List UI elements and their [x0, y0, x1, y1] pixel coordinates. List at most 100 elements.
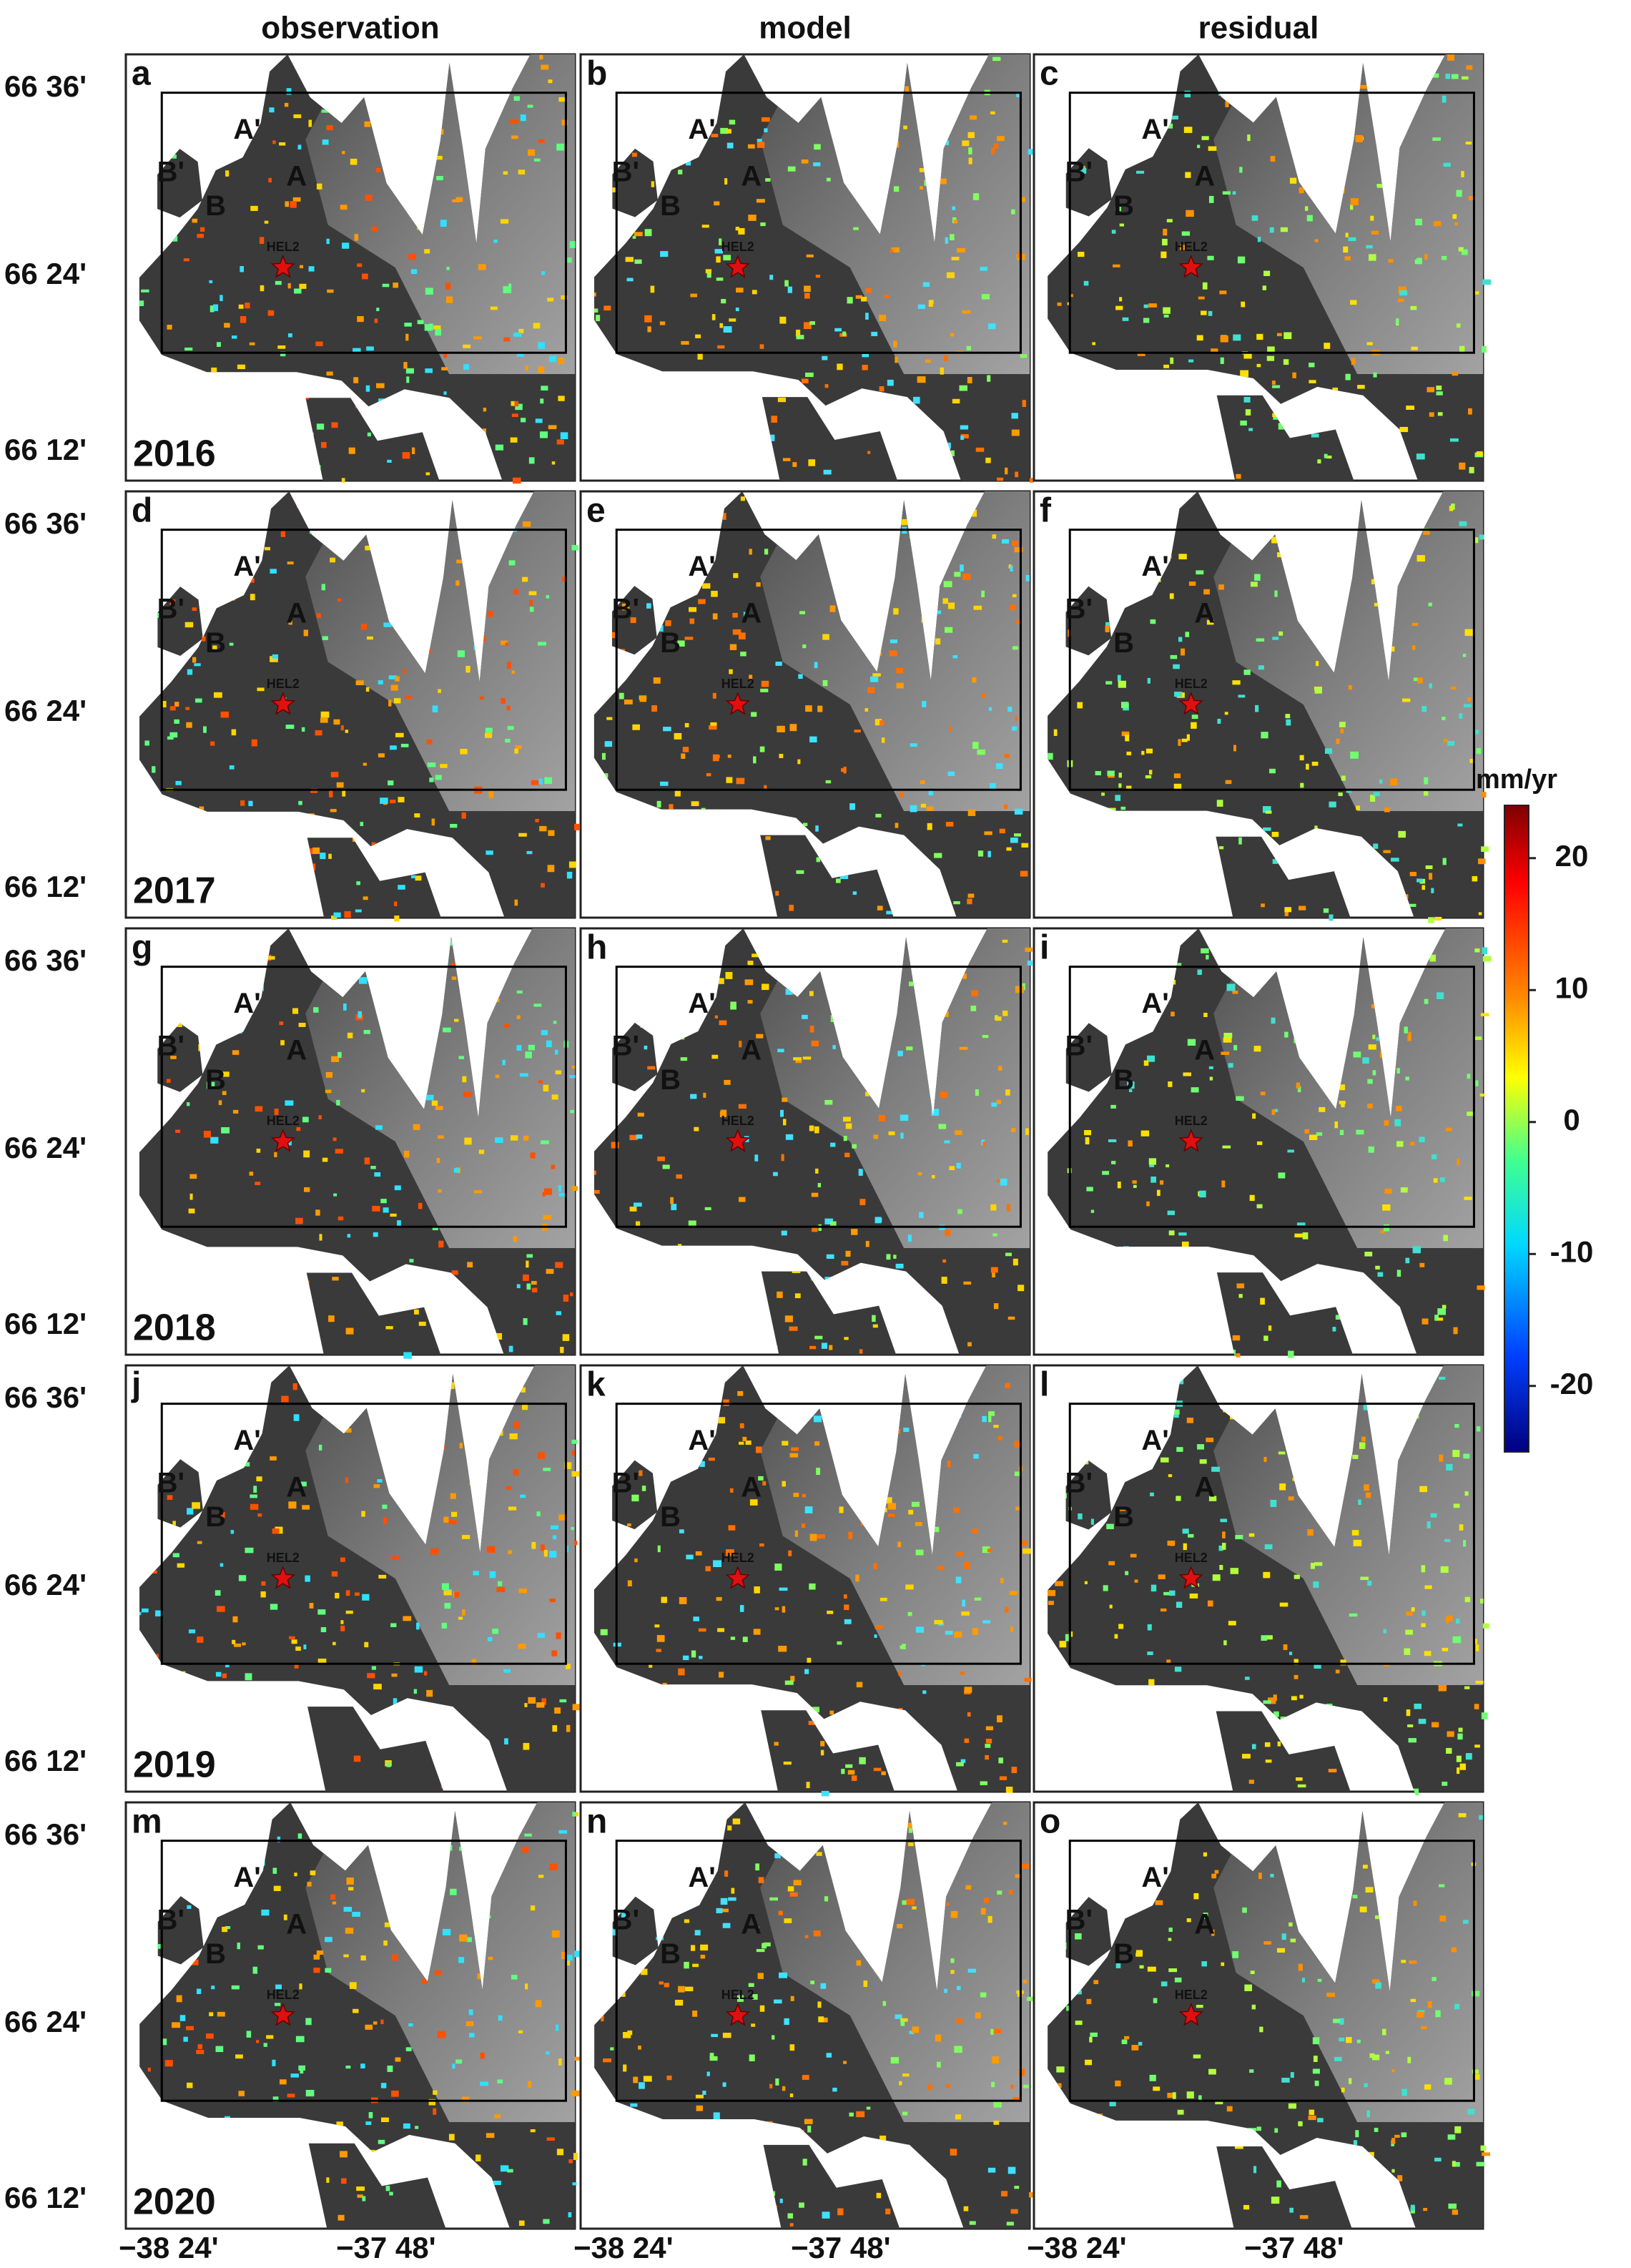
speckle: [371, 842, 376, 847]
speckle: [779, 1109, 784, 1117]
speckle: [1424, 791, 1429, 796]
speckle: [567, 257, 572, 263]
speckle: [511, 1975, 518, 1980]
speckle: [1090, 1209, 1095, 1213]
speckle: [448, 2134, 455, 2141]
speckle: [1429, 954, 1437, 962]
speckle: [1078, 1513, 1083, 1520]
speckle: [777, 725, 785, 732]
relief: [305, 1802, 575, 2122]
speckle: [1147, 1624, 1152, 1631]
speckle: [285, 1100, 294, 1106]
speckle: [526, 1283, 531, 1290]
speckle: [644, 1045, 648, 1050]
speckle: [1109, 1604, 1113, 1609]
speckle: [765, 836, 771, 840]
speckle: [752, 1994, 758, 2000]
speckle: [1441, 255, 1447, 260]
speckle: [1143, 304, 1148, 308]
speckle: [1011, 429, 1020, 436]
speckle: [977, 749, 985, 755]
station-star: [725, 691, 750, 715]
speckle: [610, 632, 616, 639]
speckle: [1324, 453, 1328, 458]
speckle: [1014, 1440, 1020, 1448]
speckle: [405, 333, 409, 341]
speckle: [928, 790, 934, 796]
speckle: [1299, 1694, 1304, 1699]
speckle: [452, 2063, 455, 2069]
speckle: [1048, 752, 1053, 760]
speckle: [769, 2083, 773, 2088]
speckle: [1270, 1873, 1274, 1877]
speckle: [1115, 2080, 1121, 2087]
speckle: [1174, 692, 1183, 697]
map-label: B': [157, 593, 184, 624]
speckle: [1425, 865, 1433, 870]
speckle: [190, 1959, 199, 1965]
speckle: [1014, 808, 1023, 815]
speckle: [378, 680, 383, 684]
speckle: [571, 1526, 574, 1531]
speckle: [1211, 1929, 1215, 1936]
speckle: [1306, 763, 1309, 770]
speckle: [1233, 745, 1237, 752]
speckle: [946, 272, 955, 278]
speckle: [1005, 1787, 1013, 1793]
lon-label: −38 24': [119, 2231, 219, 2264]
speckle: [554, 1049, 558, 1055]
speckle: [1324, 748, 1333, 754]
station-star: [1178, 2002, 1203, 2026]
speckle: [1250, 581, 1258, 587]
speckle: [702, 2091, 706, 2095]
speckle: [1086, 1998, 1092, 2005]
speckle: [790, 1676, 795, 1682]
speckle: [727, 1825, 732, 1831]
speckle: [558, 1514, 566, 1521]
speckle: [210, 1137, 219, 1144]
speckle: [343, 1954, 349, 1958]
speckle: [531, 1287, 538, 1292]
speckle: [1312, 2068, 1320, 2074]
speckle: [331, 1571, 338, 1577]
speckle: [1019, 1540, 1028, 1546]
speckle: [947, 1461, 951, 1468]
speckle: [170, 1056, 177, 1059]
speckle: [944, 627, 953, 633]
speckle: [192, 607, 197, 612]
speckle: [1168, 1928, 1173, 1932]
speckle: [732, 612, 738, 618]
speckle: [374, 1172, 381, 1177]
speckle: [1201, 310, 1207, 315]
speckle: [960, 564, 964, 572]
speckle: [997, 477, 1004, 481]
speckle: [1188, 581, 1196, 586]
speckle: [1431, 888, 1434, 893]
map-label: A: [741, 597, 762, 629]
speckle: [1361, 1436, 1366, 1442]
speckle: [1256, 2126, 1261, 2131]
inset-box: [615, 966, 1022, 1228]
speckle: [1333, 2018, 1340, 2023]
speckle: [889, 650, 897, 657]
speckle: [1158, 1574, 1166, 1579]
speckle: [1105, 681, 1113, 685]
speckle: [1309, 363, 1315, 368]
speckle: [745, 1440, 752, 1445]
speckle: [1012, 2096, 1020, 2101]
speckle: [1443, 1234, 1448, 1242]
speckle: [340, 1557, 345, 1562]
speckle: [1150, 1584, 1157, 1592]
speckle: [1353, 2140, 1358, 2146]
speckle: [1472, 537, 1479, 544]
speckle: [231, 1985, 240, 1990]
speckle: [309, 1603, 314, 1609]
speckle: [141, 289, 149, 293]
speckle: [950, 234, 955, 240]
speckle: [1400, 1187, 1408, 1193]
speckle: [1219, 846, 1224, 850]
speckle: [187, 1508, 194, 1515]
speckle: [722, 2033, 731, 2038]
speckle: [627, 1523, 631, 1526]
